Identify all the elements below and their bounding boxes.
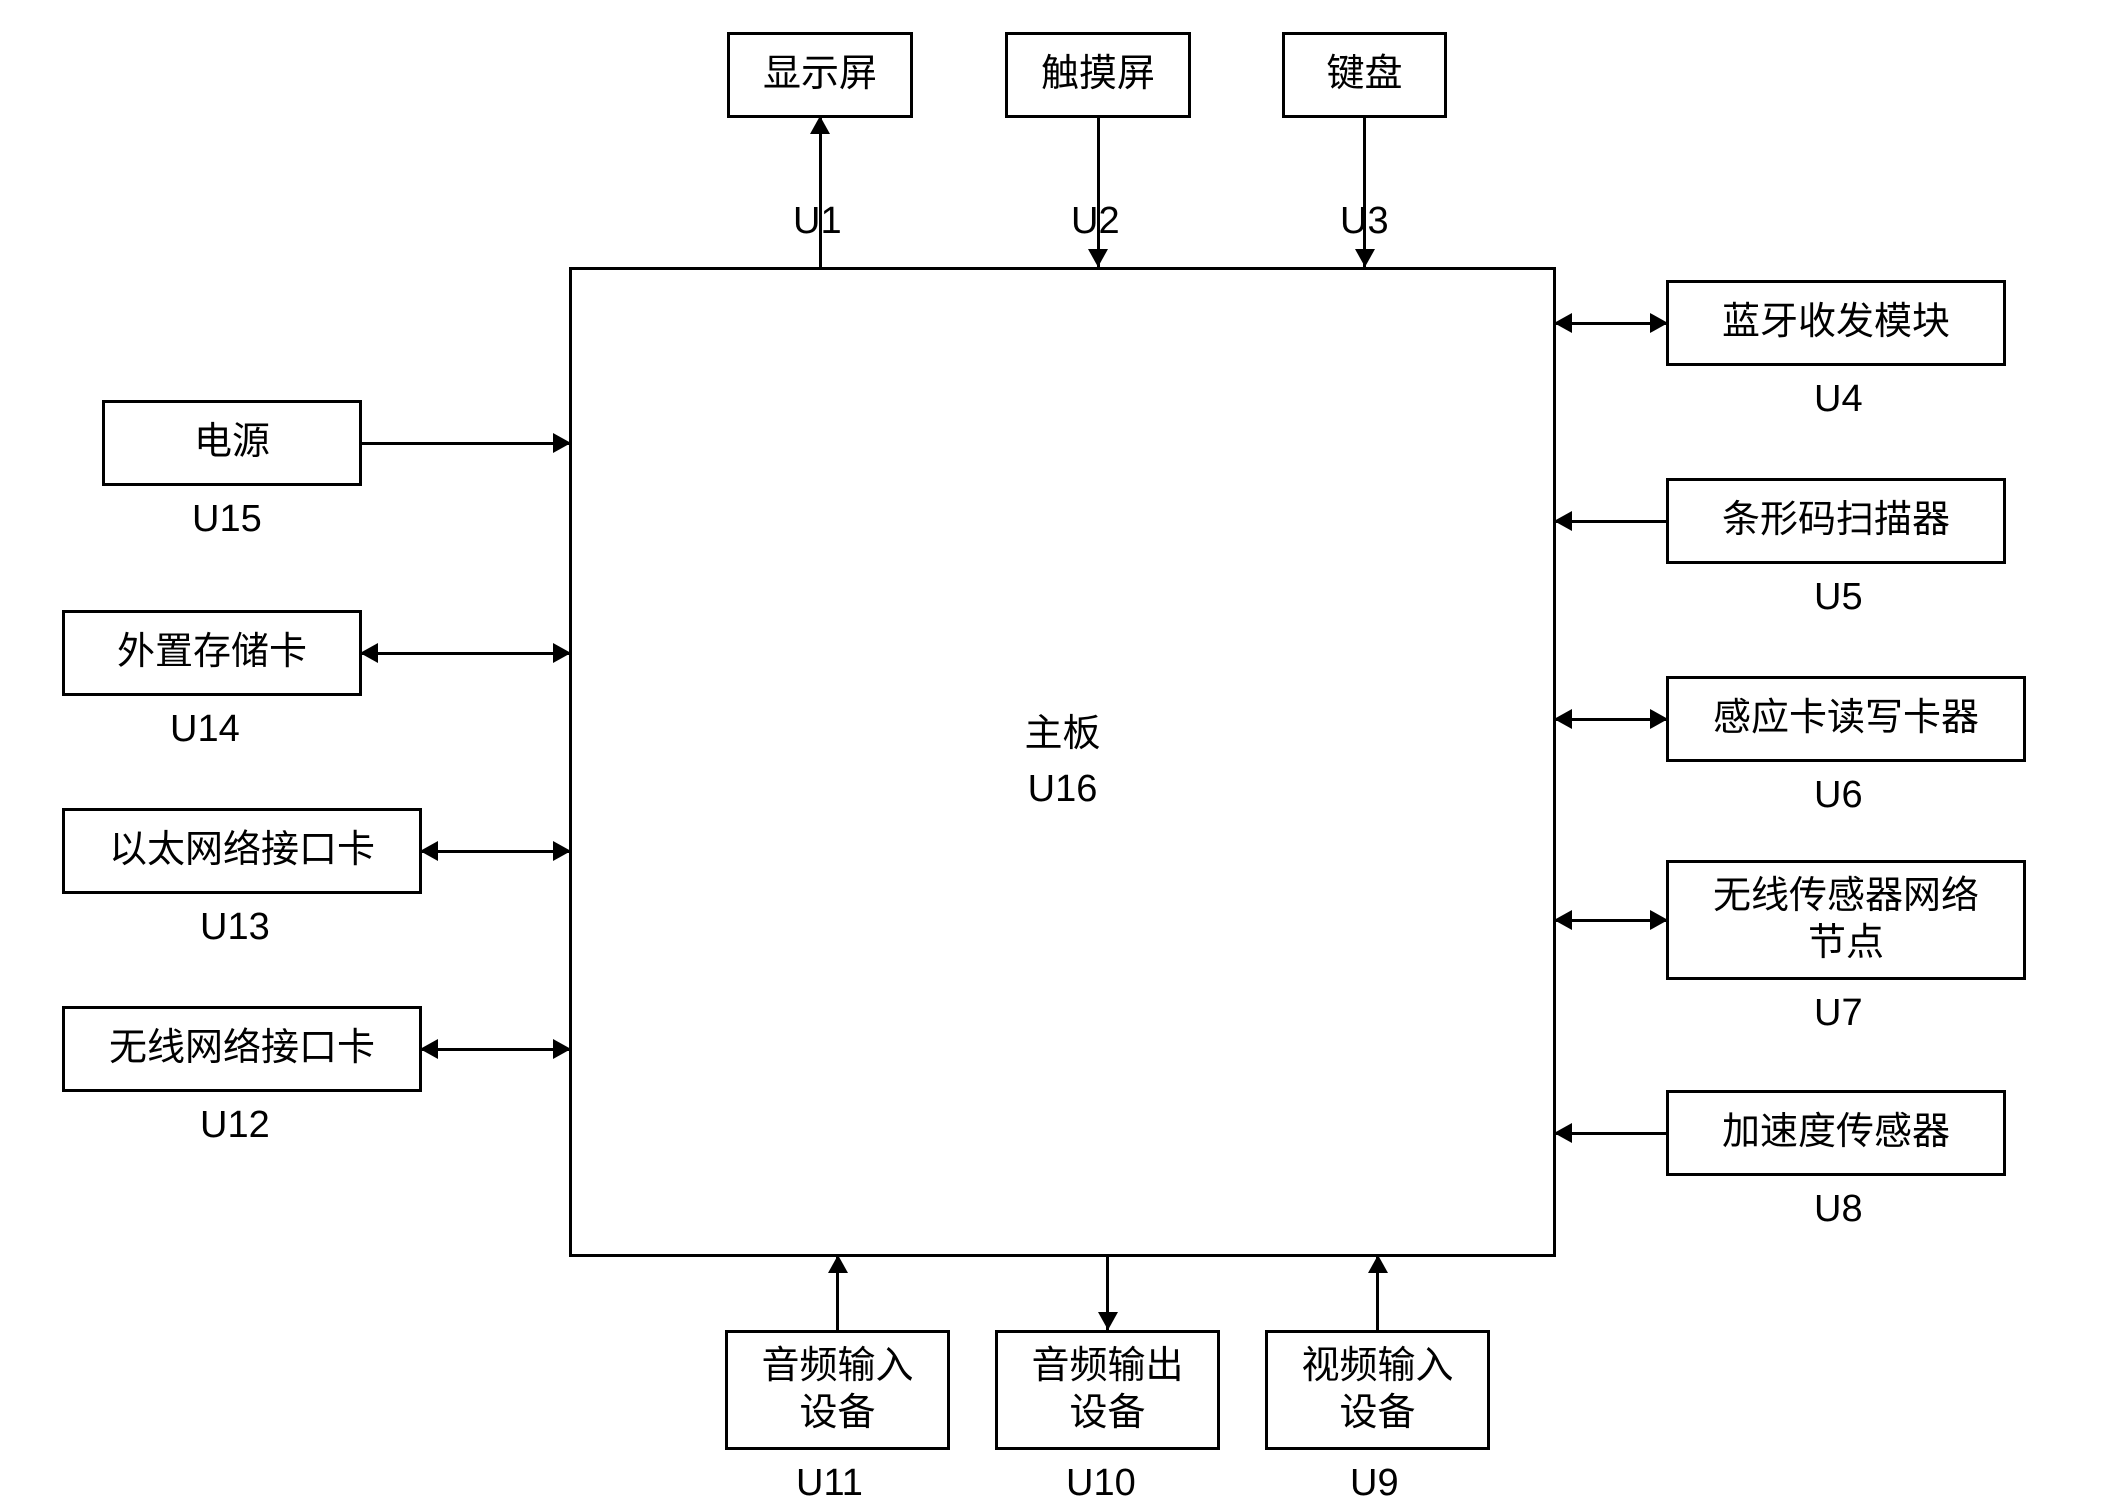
connector	[1097, 118, 1100, 267]
node-label: 以太网络接口卡	[99, 823, 385, 879]
arrowhead	[360, 643, 378, 663]
central-block: 主板 U16	[569, 267, 1556, 1257]
arrowhead	[553, 841, 571, 861]
node-ref: U6	[1814, 774, 1863, 817]
node-ref: U4	[1814, 378, 1863, 421]
node-ref: U9	[1350, 1462, 1399, 1505]
arrowhead	[420, 1039, 438, 1059]
node-u12: 无线网络接口卡	[62, 1006, 422, 1092]
node-ref: U11	[796, 1462, 863, 1505]
arrowhead	[828, 1255, 848, 1273]
node-label: 外置存储卡	[107, 625, 317, 681]
node-label: 条形码扫描器	[1712, 493, 1960, 549]
node-u4: 蓝牙收发模块	[1666, 280, 2006, 366]
node-ref: U14	[170, 708, 240, 751]
arrowhead	[420, 841, 438, 861]
node-label: 音频输入设备	[751, 1339, 923, 1442]
central-label-2: U16	[1018, 762, 1108, 818]
node-label: 无线传感器网络节点	[1703, 869, 1989, 972]
arrowhead	[1098, 1312, 1118, 1330]
arrowhead	[1554, 709, 1572, 729]
connector	[362, 442, 569, 445]
node-u11: 音频输入设备	[725, 1330, 950, 1450]
arrowhead	[1650, 910, 1668, 930]
node-u10: 音频输出设备	[995, 1330, 1220, 1450]
connector	[1556, 1132, 1666, 1135]
arrowhead	[1650, 709, 1668, 729]
connector	[1556, 520, 1666, 523]
node-u8: 加速度传感器	[1666, 1090, 2006, 1176]
arrowhead	[1088, 249, 1108, 267]
arrowhead	[553, 1039, 571, 1059]
node-u5: 条形码扫描器	[1666, 478, 2006, 564]
connector	[819, 118, 822, 267]
arrowhead	[1554, 910, 1572, 930]
node-u13: 以太网络接口卡	[62, 808, 422, 894]
node-label: 触摸屏	[1031, 47, 1165, 103]
connector	[422, 1048, 569, 1051]
arrowhead	[1368, 1255, 1388, 1273]
arrowhead	[1554, 511, 1572, 531]
node-u3: 键盘	[1282, 32, 1447, 118]
connector	[1363, 118, 1366, 267]
node-ref: U10	[1066, 1462, 1136, 1505]
node-ref: U1	[793, 200, 842, 243]
arrowhead	[1554, 313, 1572, 333]
node-u1: 显示屏	[727, 32, 913, 118]
node-label: 键盘	[1316, 47, 1412, 103]
node-label: 音频输出设备	[1021, 1339, 1193, 1442]
arrowhead	[1650, 313, 1668, 333]
node-label: 感应卡读写卡器	[1703, 691, 1989, 747]
node-u14: 外置存储卡	[62, 610, 362, 696]
node-label: 无线网络接口卡	[99, 1021, 385, 1077]
node-ref: U8	[1814, 1188, 1863, 1231]
node-label: 加速度传感器	[1712, 1105, 1960, 1161]
node-label: 视频输入设备	[1291, 1339, 1463, 1442]
node-ref: U13	[200, 906, 270, 949]
node-u6: 感应卡读写卡器	[1666, 676, 2026, 762]
arrowhead	[1554, 1123, 1572, 1143]
arrowhead	[553, 433, 571, 453]
arrowhead	[1355, 249, 1375, 267]
arrowhead	[810, 116, 830, 134]
central-label-1: 主板	[1014, 707, 1110, 763]
node-ref: U5	[1814, 576, 1863, 619]
node-ref: U7	[1814, 992, 1863, 1035]
arrowhead	[553, 643, 571, 663]
node-u9: 视频输入设备	[1265, 1330, 1490, 1450]
node-label: 电源	[184, 415, 280, 471]
node-ref: U15	[192, 498, 262, 541]
node-u15: 电源	[102, 400, 362, 486]
node-ref: U12	[200, 1104, 270, 1147]
node-u2: 触摸屏	[1005, 32, 1191, 118]
node-ref: U2	[1071, 200, 1120, 243]
connector	[362, 652, 569, 655]
node-label: 显示屏	[753, 47, 887, 103]
connector	[422, 850, 569, 853]
node-label: 蓝牙收发模块	[1712, 295, 1960, 351]
node-u7: 无线传感器网络节点	[1666, 860, 2026, 980]
